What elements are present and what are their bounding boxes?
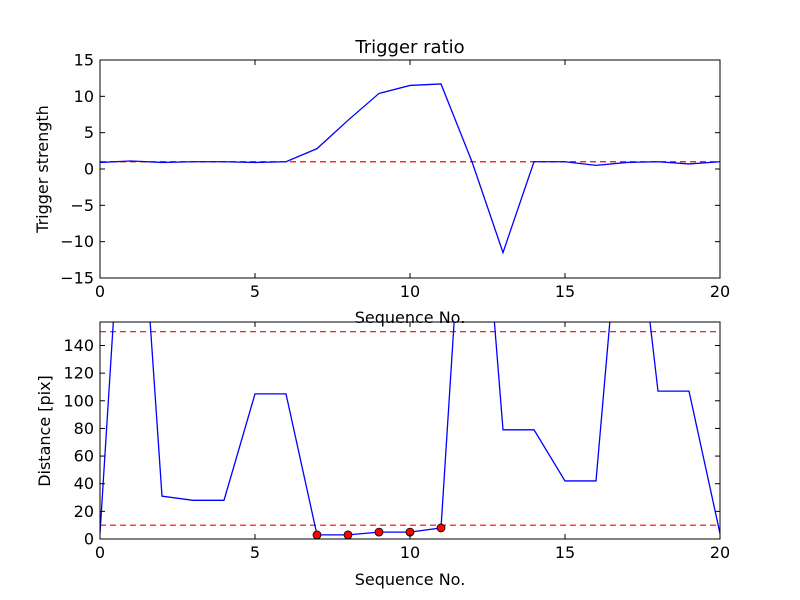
top-axes-frame xyxy=(99,59,721,279)
top-y-tick-label: −5 xyxy=(70,196,94,215)
top-x-tick-label: 15 xyxy=(555,282,575,301)
bottom-y-tick-label: 100 xyxy=(63,391,94,410)
bottom-x-tick-label: 20 xyxy=(710,543,730,562)
top-y-tick-label: 0 xyxy=(84,160,94,179)
bottom-x-tick-label: 15 xyxy=(555,543,575,562)
bottom-y-tick-label: 60 xyxy=(74,447,94,466)
bottom-data-point xyxy=(343,530,353,540)
top-y-tick-label: 10 xyxy=(74,87,94,106)
top-x-tick-label: 10 xyxy=(400,282,420,301)
bottom-y-tick-label: 140 xyxy=(63,336,94,355)
top-x-tick-label: 5 xyxy=(250,282,260,301)
bottom-x-axis-label: Sequence No. xyxy=(355,570,466,589)
top-x-tick-label: 20 xyxy=(710,282,730,301)
top-y-tick-label: 5 xyxy=(84,123,94,142)
top-series-line xyxy=(100,83,720,255)
top-y-tick-label: −10 xyxy=(60,232,94,251)
bottom-data-point xyxy=(436,523,446,533)
bottom-y-tick-label: 80 xyxy=(74,419,94,438)
top-y-axis-label: Trigger strength xyxy=(33,105,52,234)
bottom-y-tick-label: 20 xyxy=(74,502,94,521)
bottom-y-tick-label: 0 xyxy=(84,530,94,549)
bottom-y-axis-label: Distance [pix] xyxy=(35,375,54,487)
bottom-y-tick-label: 120 xyxy=(63,364,94,383)
bottom-data-point xyxy=(374,527,384,537)
bottom-axes-frame xyxy=(99,321,721,540)
top-x-tick-label: 0 xyxy=(95,282,105,301)
top-y-tick-label: 15 xyxy=(74,51,94,70)
bottom-x-tick-label: 5 xyxy=(250,543,260,562)
bottom-y-tick-label: 40 xyxy=(74,474,94,493)
bottom-x-tick-label: 10 xyxy=(400,543,420,562)
bottom-x-tick-label: 0 xyxy=(95,543,105,562)
top-y-tick-label: −15 xyxy=(60,269,94,288)
bottom-data-point xyxy=(312,530,322,540)
top-chart-title: Trigger ratio xyxy=(354,37,464,58)
